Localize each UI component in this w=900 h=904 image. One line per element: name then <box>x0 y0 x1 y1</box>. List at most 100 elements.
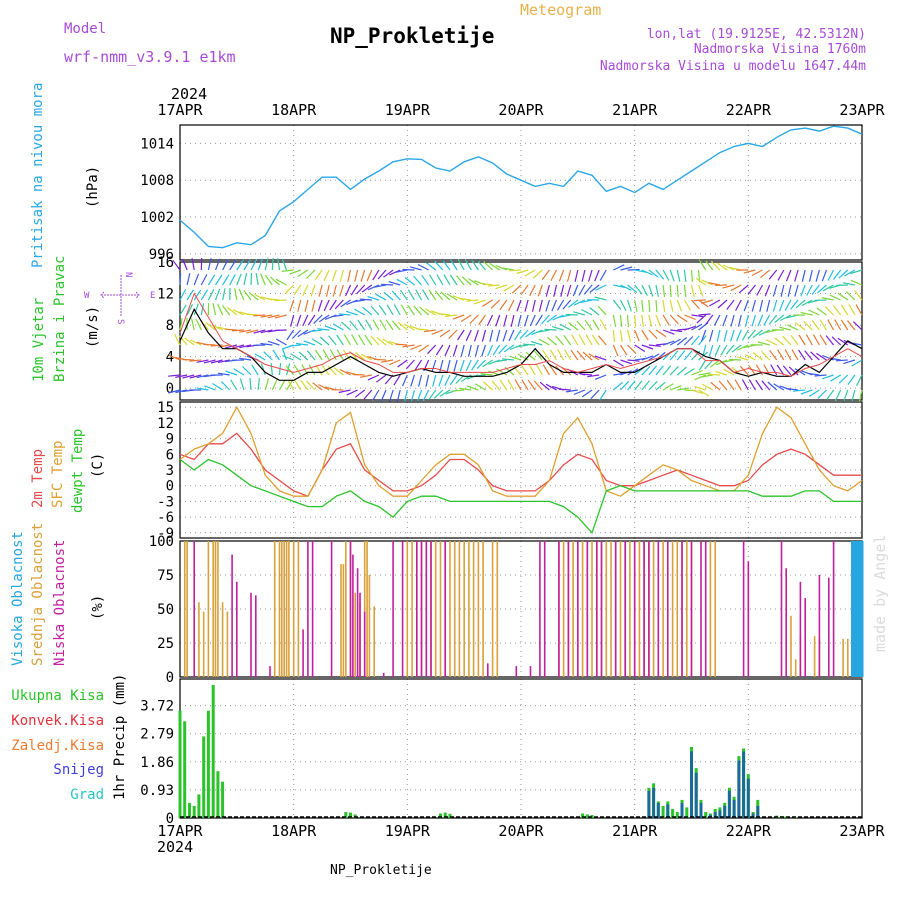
meteogram-label: Meteogram <box>520 1 601 19</box>
wind-arrow <box>727 300 734 310</box>
wind-arrow <box>384 292 393 300</box>
wind-arrow <box>400 290 407 300</box>
cloud-bar-mid <box>714 541 716 677</box>
cloud-bar-low <box>691 541 693 677</box>
x-tick-label-top: 20APR <box>498 101 544 119</box>
wind-arrow <box>677 367 686 375</box>
wind-arrow <box>788 285 791 297</box>
wind-arrow <box>244 260 250 270</box>
cloud-bar-low <box>516 666 518 677</box>
wind-arrow <box>580 374 592 375</box>
wind-arrow <box>340 270 343 282</box>
wind-arrow <box>656 270 664 279</box>
cloud-bar-low <box>819 575 821 677</box>
wind-arrow <box>828 270 834 281</box>
wind-arrow <box>307 270 315 279</box>
y-tick-label: 1002 <box>140 210 174 226</box>
wind-arrow <box>586 335 592 345</box>
cloud-bar-low <box>785 568 787 677</box>
compass-n: N <box>123 272 133 277</box>
wind-arrow <box>769 315 777 324</box>
cloud-bar-low <box>743 541 745 677</box>
wind-arrow <box>482 330 485 342</box>
wind-arrow <box>285 285 293 294</box>
wind-arrow <box>724 330 727 342</box>
wind-arrow <box>283 349 287 360</box>
wind-arrow <box>839 375 848 383</box>
wind-arrow <box>545 329 557 330</box>
wind-arrow <box>378 270 386 279</box>
wind-arrow <box>759 330 770 335</box>
legend-total: Ukupna Kisa <box>11 688 104 704</box>
wind-arrow <box>551 270 557 281</box>
wind-arrow <box>663 285 664 297</box>
pressure-label: Pritisak na nivou mora <box>30 83 46 268</box>
cloud-bar-mid <box>227 612 229 677</box>
wind-arrow <box>566 315 578 316</box>
cloud-bar-mid <box>672 541 674 677</box>
wind-arrow <box>416 290 422 301</box>
precip-legend: Ukupna Kisa Konvek.Kisa Zaledj.Kisa Snij… <box>11 674 128 803</box>
cloud-bar-mid <box>653 541 655 677</box>
wind-arrow <box>613 330 614 342</box>
wind-arrow <box>482 345 486 356</box>
wind-arrow <box>509 300 514 311</box>
y-tick-label: 1.86 <box>140 755 174 771</box>
cloud-bar-mid <box>279 541 281 677</box>
wind-arrow <box>825 307 833 316</box>
wind-arrow <box>273 350 279 360</box>
wind-arrow <box>530 315 535 326</box>
wind-arrow <box>194 274 198 285</box>
wind-arrow <box>272 379 277 390</box>
cloud-bar-mid <box>215 541 217 677</box>
wind-arrow <box>853 322 862 330</box>
cloud-bar-mid <box>198 602 200 677</box>
wind-arrow <box>807 285 813 296</box>
y-tick-label: 6 <box>166 447 174 463</box>
cloud-ylabel: Visoka Oblacnost Srednja Oblacnost Niska… <box>10 523 106 666</box>
wind-arrow <box>479 315 486 325</box>
precip-bar-snow <box>666 804 669 818</box>
wind-arrow <box>319 285 322 297</box>
precip-bar-snow <box>728 791 731 818</box>
cloud-bar-low <box>430 541 432 677</box>
wind-arrow <box>187 273 190 285</box>
wind-arrow <box>848 375 855 385</box>
wind-arrow <box>408 290 414 300</box>
wind-arrow <box>764 315 770 325</box>
wind-arrow <box>291 315 294 327</box>
cloud-bar-low <box>269 666 271 677</box>
wind-arrow <box>439 375 443 386</box>
wind-arrow <box>710 330 713 342</box>
wind-arrow <box>444 275 450 285</box>
cloud-bar-low <box>587 541 589 677</box>
wind-arrow <box>357 285 365 294</box>
y-tick-label: -3 <box>157 494 174 510</box>
precip-bar-total <box>216 771 219 818</box>
wind-arrow <box>168 375 180 376</box>
cloud-bar-low <box>357 568 359 677</box>
y-tick-label: 0 <box>166 479 174 495</box>
precip-bar-total <box>193 806 196 818</box>
cloud-bar-mid <box>208 541 210 677</box>
compass-e: E <box>150 291 155 301</box>
cloud-bar-mid <box>366 541 368 677</box>
wind-arrow <box>430 275 436 285</box>
wind-arrow <box>816 270 819 282</box>
cloud-bar-mid <box>790 616 792 677</box>
wind-arrow <box>836 360 848 361</box>
wind-arrow <box>521 365 528 375</box>
wind-arrow <box>348 270 351 282</box>
wind-arrow <box>656 285 658 297</box>
wind-arrow <box>264 352 273 360</box>
wind-arrow <box>282 270 294 271</box>
wind-arrow <box>500 380 507 390</box>
wind-arrow <box>833 306 840 316</box>
cloud-bar-mid <box>217 541 219 677</box>
cloud-bar-mid <box>407 541 409 677</box>
cloud-bar-mid <box>440 541 442 677</box>
wind-arrow <box>452 390 464 391</box>
wind-arrow <box>500 300 507 310</box>
cloud-bar-low <box>231 555 233 677</box>
wind-arrow <box>445 375 450 386</box>
